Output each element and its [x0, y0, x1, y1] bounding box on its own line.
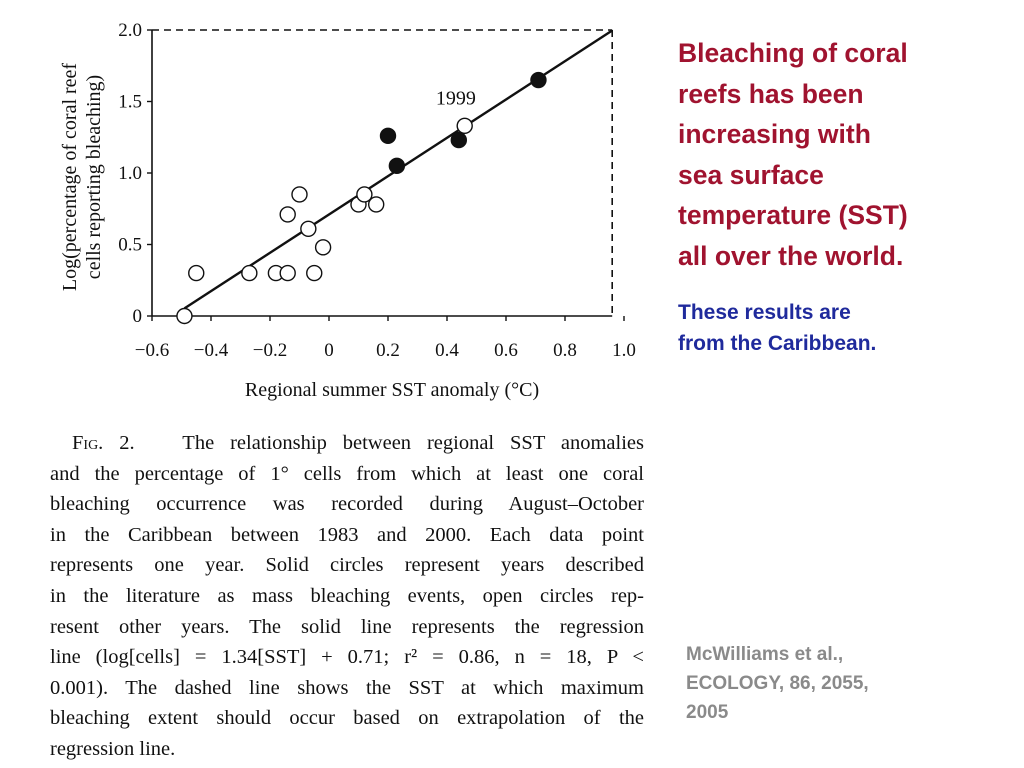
open-circle-point — [356, 186, 373, 203]
caption-line: and the percentage of 1° cells from whic… — [50, 462, 644, 485]
y-tick-label: 1.0 — [118, 163, 142, 184]
citation-line: McWilliams et al., — [686, 644, 844, 665]
y-tick-label: 0.5 — [118, 235, 142, 256]
open-circle-point — [279, 206, 296, 223]
open-circle-point — [176, 307, 193, 325]
caption-line-text: The relationship between regional SST an… — [182, 432, 644, 454]
open-circle-point — [368, 196, 385, 213]
solid-circle-point — [530, 71, 547, 89]
open-circle-point — [188, 264, 205, 282]
y-axis-label-line1: Log(percentage of coral reef — [59, 63, 81, 292]
open-circle-point — [306, 264, 323, 282]
subline-text: These results are from the Caribbean. — [678, 297, 978, 359]
year-annotation: 1999 — [436, 88, 476, 110]
open-circle-point — [279, 264, 296, 282]
x-tick-label: 1.0 — [612, 340, 636, 361]
x-tick-label: 0.6 — [494, 340, 518, 361]
caption-line: resent other years. The solid line repre… — [50, 615, 644, 638]
headline-text: Bleaching of coral reefs has been increasi… — [678, 33, 1018, 276]
caption-line: bleaching occurrence was recorded during… — [50, 493, 644, 516]
x-tick-label: 0.8 — [553, 340, 577, 361]
headline-line: temperature (SST) — [678, 200, 908, 230]
open-circle-point — [300, 220, 317, 237]
open-circle-point — [241, 264, 258, 282]
open-circle-point — [314, 239, 332, 256]
solid-circle-point — [450, 131, 467, 149]
headline-line: all over the world. — [678, 240, 904, 271]
scatter-chart: −0.6 −0.4 −0.2 0 0.2 0.4 0.6 0.8 1.0 0 0.5 1.0 1.5 2.… — [59, 20, 636, 401]
caption-line: bleaching extent should occur based on e… — [50, 707, 644, 730]
y-axis-label-line2: cells reporting bleaching) — [83, 75, 105, 279]
x-tick-label: 0 — [324, 340, 334, 361]
x-tick-label: 0.4 — [435, 340, 459, 361]
x-tick-label: −0.2 — [253, 340, 287, 361]
figure-label: Fig. 2. — [72, 432, 183, 454]
x-tick-label: −0.6 — [135, 340, 169, 361]
subline-line: These results are — [678, 301, 851, 324]
caption-line: Fig. 2. The relationship between regiona… — [50, 428, 644, 459]
caption-line: regression line. — [50, 737, 176, 760]
subline-line: from the Caribbean. — [678, 332, 877, 355]
y-tick-label: 2.0 — [118, 20, 142, 41]
open-circle-point — [456, 117, 473, 135]
chart-labels: −0.6 −0.4 −0.2 0 0.2 0.4 0.6 0.8 1.0 0 0.5 1.0 1.5 2.… — [59, 20, 636, 401]
x-axis-label: Regional summer SST anomaly (°C) — [245, 379, 539, 401]
headline-line: sea surface — [678, 159, 824, 190]
headline-line: reefs has been — [678, 78, 864, 109]
solid-circle-point — [388, 157, 406, 175]
caption-line: in the literature as mass bleaching even… — [50, 584, 644, 607]
headline-line: Bleaching of coral — [678, 38, 908, 68]
headline-line: increasing with — [678, 119, 871, 149]
caption-line: represents one year. Solid circles repre… — [50, 554, 644, 577]
x-tick-label: 0.2 — [376, 340, 400, 361]
chart-marks — [176, 29, 613, 325]
y-tick-label: 1.5 — [118, 92, 142, 113]
citation-line: ECOLOGY, 86, 2055, — [686, 673, 869, 694]
y-tick-label: 0 — [133, 306, 143, 327]
citation-line: 2005 — [686, 702, 729, 723]
citation-text: McWilliams et al., ECOLOGY, 86, 2055, 2005 — [686, 640, 1006, 727]
solid-circle-point — [379, 127, 397, 145]
x-tick-label: −0.4 — [194, 340, 229, 361]
figure-caption: Fig. 2. The relationship between regiona… — [50, 428, 644, 765]
open-circle-point — [291, 186, 308, 203]
chart-axes — [147, 29, 625, 321]
caption-line: 0.001). The dashed line shows the SST at… — [50, 676, 644, 699]
caption-line: in the Caribbean between 1983 and 2000. … — [50, 523, 644, 546]
caption-line: line (log[cells] = 1.34[SST] + 0.71; r² … — [50, 646, 644, 669]
